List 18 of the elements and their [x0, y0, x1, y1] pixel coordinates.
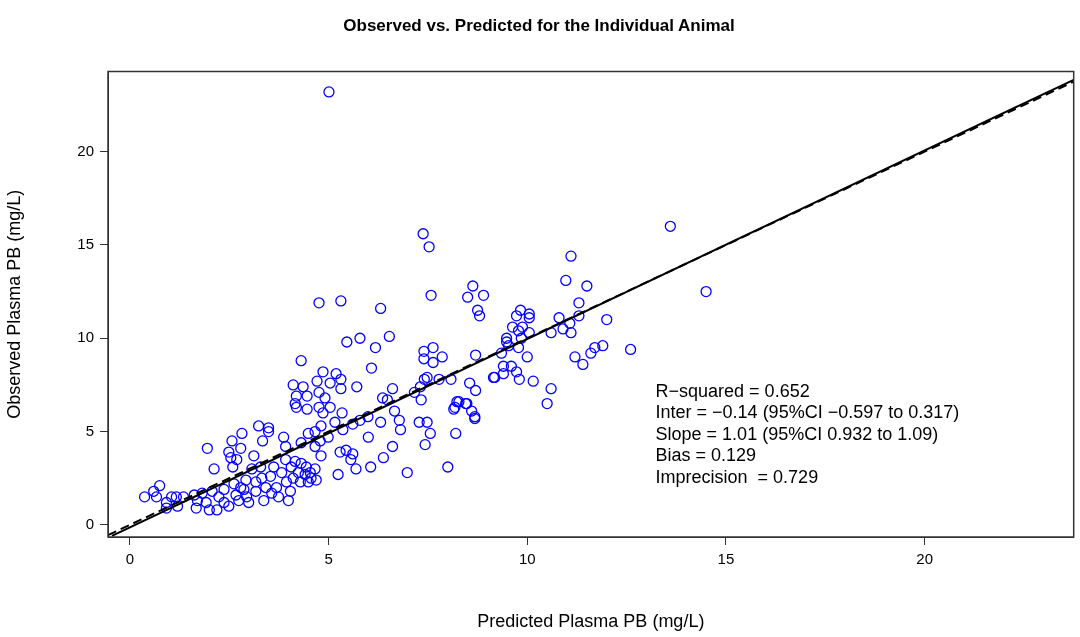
x-tick-label: 0: [125, 550, 135, 568]
chart-title: Observed vs. Predicted for the Individual Animal: [343, 15, 735, 35]
x-axis-title: Predicted Plasma PB (mg/L): [477, 611, 705, 632]
y-tick-label: 20: [77, 141, 94, 159]
x-tick-label: 15: [717, 550, 735, 568]
annotation: Imprecision = 0.729: [655, 466, 819, 487]
annotation: Bias = 0.129: [655, 445, 757, 466]
annotation: Slope = 1.01 (95%CI 0.932 to 1.09): [655, 423, 939, 444]
x-tick-label: 10: [518, 550, 536, 568]
y-axis-title: Observed Plasma PB (mg/L): [3, 189, 24, 419]
annotation: Inter = −0.14 (95%CI −0.597 to 0.317): [655, 402, 960, 423]
x-tick-label: 5: [324, 550, 333, 568]
annotation: R−squared = 0.652: [655, 380, 810, 401]
y-tick-label: 0: [85, 515, 94, 533]
x-tick-label: 20: [916, 550, 934, 568]
y-tick-label: 5: [85, 421, 94, 439]
y-tick-label: 15: [77, 235, 94, 253]
y-tick-label: 10: [77, 328, 94, 346]
